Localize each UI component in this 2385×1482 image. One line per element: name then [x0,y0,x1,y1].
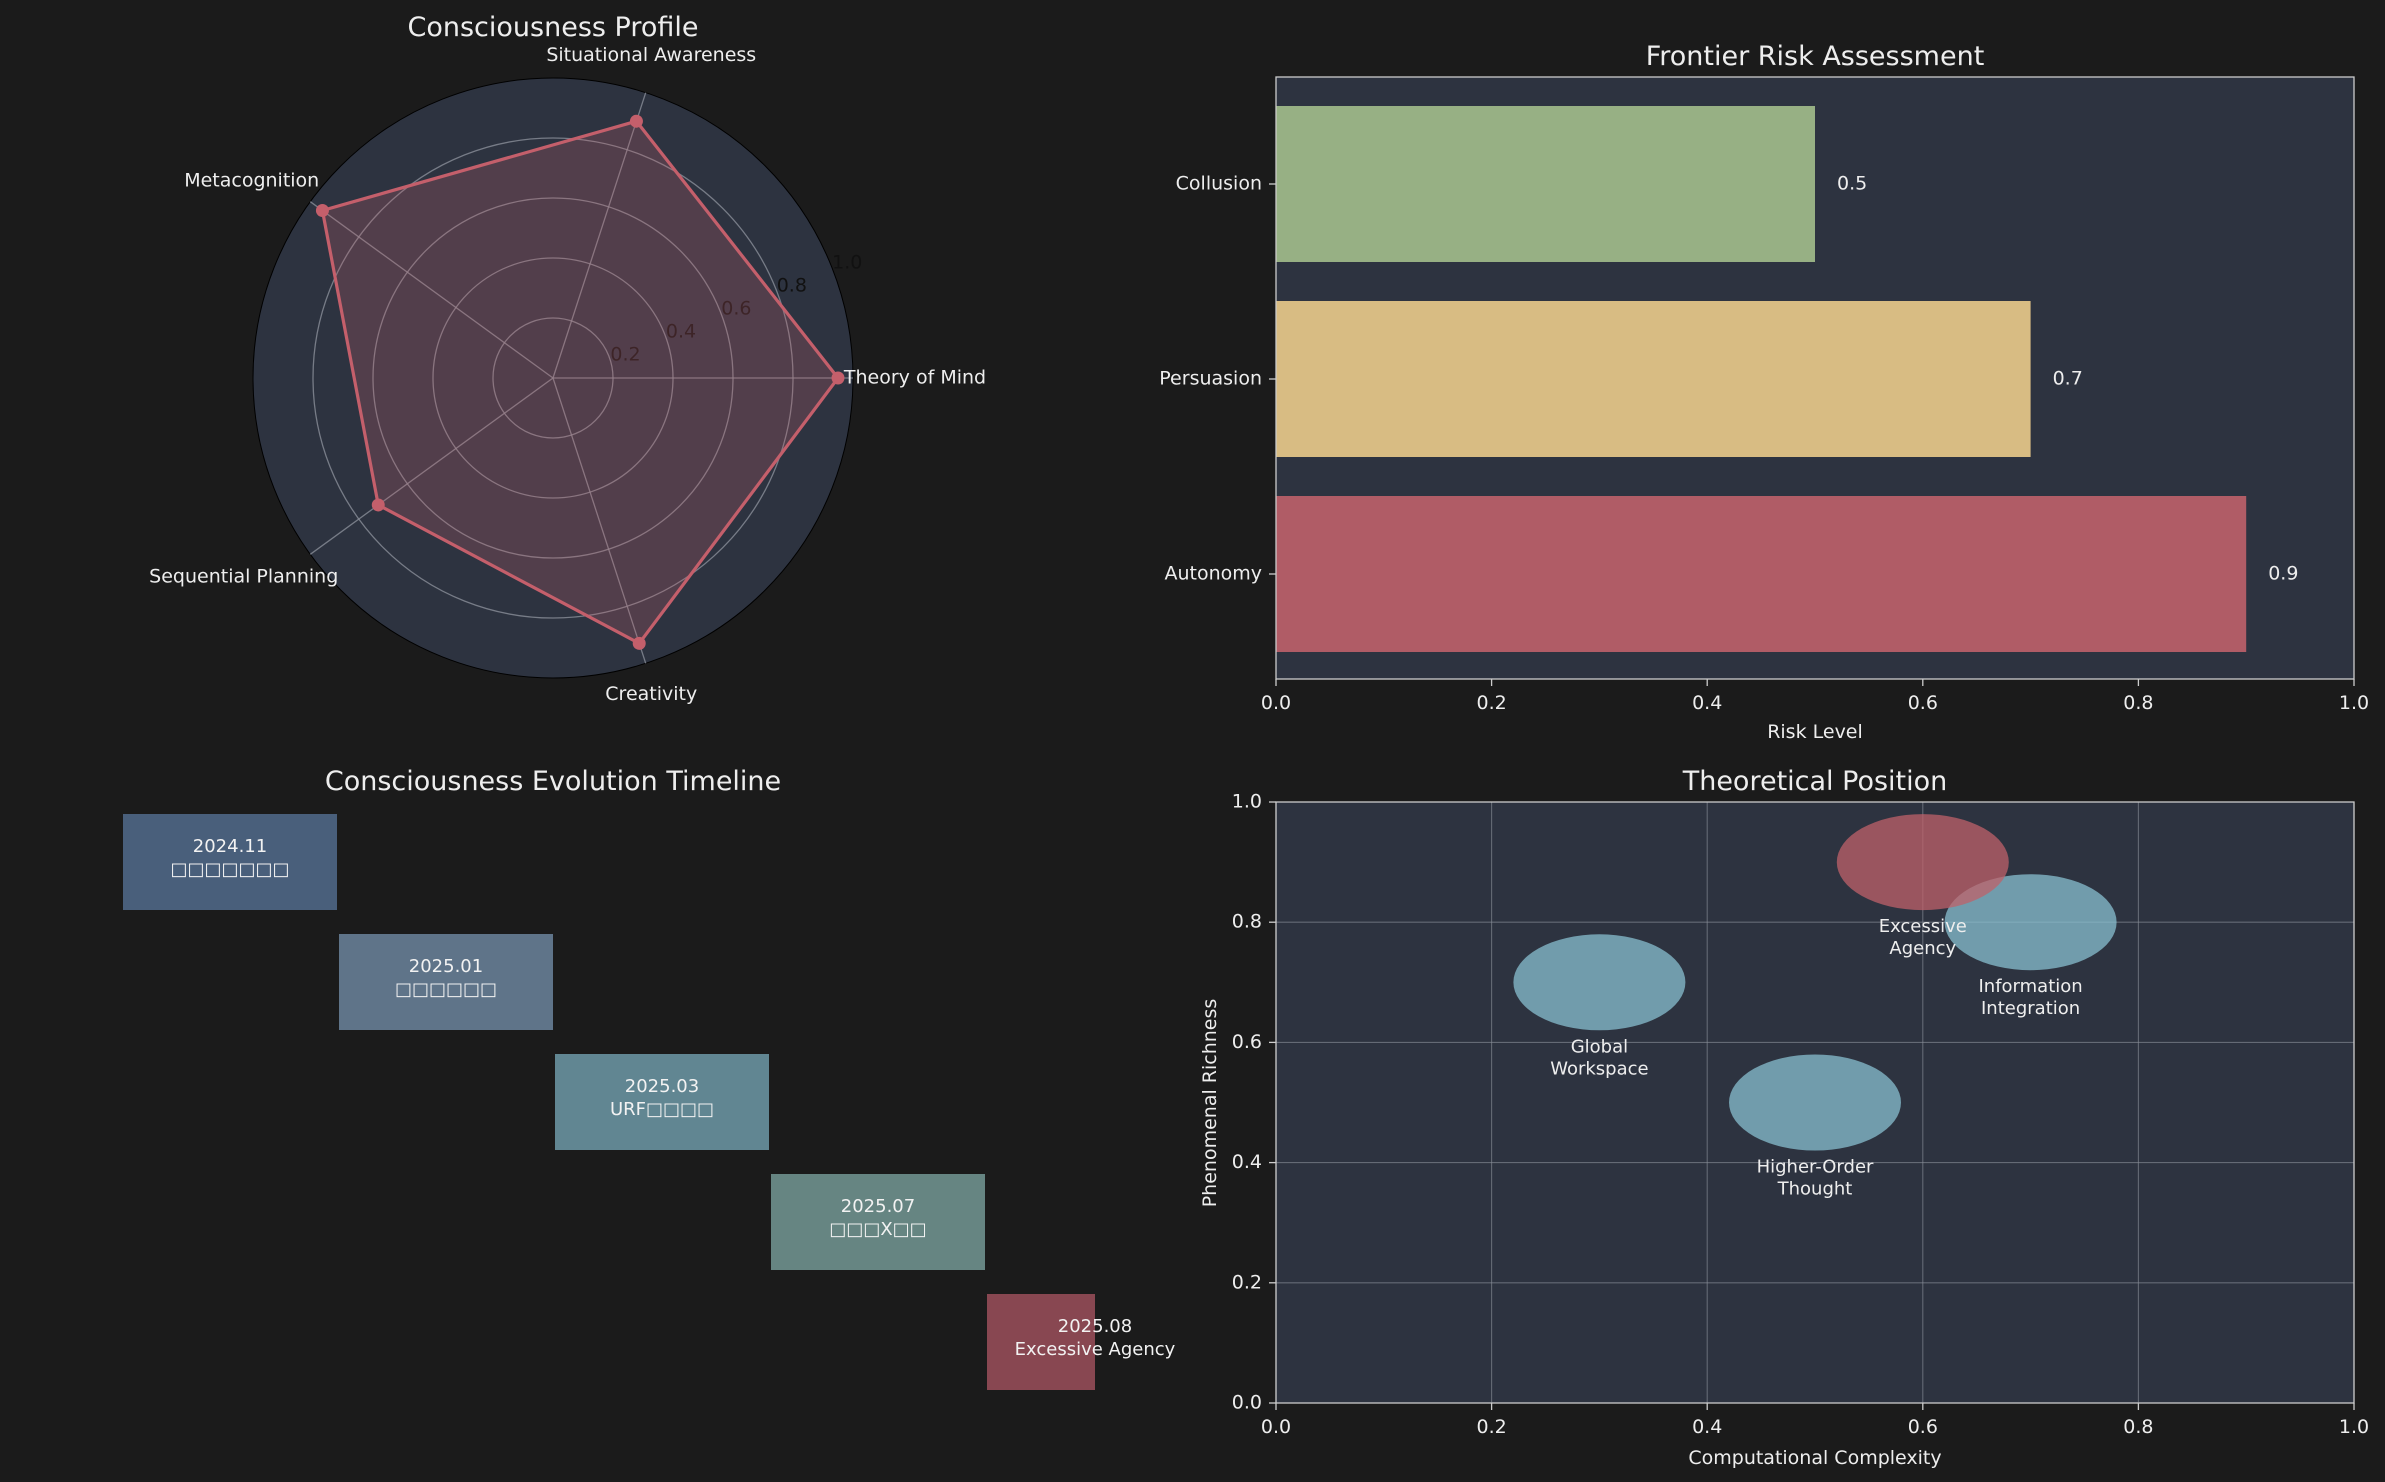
scatter-y-tick-label: 0.4 [1232,1151,1262,1173]
radar-point [831,371,845,385]
timeline-event-label: □□□X□□ [829,1219,926,1240]
timeline-event-date: 2025.03 [625,1076,699,1097]
scatter-bubble-label: Integration [1981,998,2080,1019]
timeline-event-box [987,1294,1095,1390]
timeline-event-date: 2024.11 [193,836,267,857]
risk-plot-frame [1275,76,2355,680]
scatter-x-axis-label: Computational Complexity [1688,1447,1941,1469]
radar-fill [322,121,838,644]
radar-radial-tick-label: 0.4 [666,321,696,343]
timeline-event-label: Excessive Agency [1015,1339,1176,1360]
scatter-y-tick-label: 0.6 [1232,1031,1262,1053]
scatter-x-tick-label: 0.0 [1261,1416,1291,1438]
timeline-event-date: 2025.01 [409,956,483,977]
radar-spoke [309,377,554,555]
radar-axis-label: Sequential Planning [149,565,338,587]
radar-point [371,498,385,512]
radar-line [320,119,841,646]
risk-bar-chart: Frontier Risk Assessment 0.9 0.7 0.5 Auton… [1159,41,2369,743]
scatter-bubble-label: Agency [1889,938,1956,959]
scatter-y-tick-label: 1.0 [1232,791,1262,813]
risk-x-tick-label: 0.0 [1261,692,1291,714]
scatter-bubble-label: Information [1978,976,2082,997]
risk-bar [1276,106,1815,262]
timeline-event-label: □□□□□□ [395,979,497,1000]
radar-spoke [309,201,554,379]
timeline-event-label: □□□□□□□ [170,859,289,880]
radar-point [315,203,329,217]
scatter-bubble [1729,1054,1901,1151]
radar-spoke [552,92,647,379]
scatter-bubble-label: Global [1571,1036,1628,1057]
scatter-x-tick-label: 0.8 [2123,1416,2153,1438]
scatter-title: Theoretical Position [1682,766,1948,797]
scatter-x-tick-label: 1.0 [2339,1416,2369,1438]
risk-x-tick-label: 0.6 [1908,692,1938,714]
timeline-events: 2024.11□□□□□□□ 2025.01□□□□□□ 2025.03URF□□□… [123,814,1176,1390]
risk-bar-value-label: 0.5 [1837,173,1867,195]
radar-axis-label: Metacognition [184,170,319,192]
scatter-y-axis-label: Phenomenal Richness [1199,999,1221,1208]
risk-x-tick-label: 0.4 [1692,692,1722,714]
scatter-bubble-label: Excessive [1879,916,1967,937]
scatter-bubble-label: Thought [1777,1179,1853,1200]
timeline-event-box [123,814,337,910]
scatter-bubble-label: Workspace [1550,1058,1648,1079]
timeline-event-date: 2025.08 [1058,1316,1132,1337]
radar-axis-label: Situational Awareness [546,44,756,66]
radar-radial-tick-label: 0.6 [721,298,751,320]
radar-axis-label: Creativity [605,683,697,705]
timeline-event-date: 2025.07 [841,1196,915,1217]
radar-axis-labels: Theory of Mind Situational Awareness Metac… [149,44,986,705]
timeline-event-box [555,1054,769,1150]
risk-category-label: Autonomy [1164,563,1262,585]
scatter-bubble [1513,934,1686,1031]
risk-category-label: Collusion [1176,173,1262,195]
radar-chart: Consciousness Profile 0.2 0.4 0.6 0.8 1.0 Th… [149,12,986,705]
scatter-y-tick-label: 0.8 [1232,911,1262,933]
scatter-bubble [1944,874,2117,971]
radar-spoke [552,377,647,664]
timeline-chart: Consciousness Evolution Timeline 2024.11… [123,766,1176,1390]
scatter-x-tick-label: 0.6 [1908,1416,1938,1438]
scatter-y-tick-label: 0.2 [1232,1271,1262,1293]
risk-bar-value-label: 0.7 [2053,368,2083,390]
risk-bar [1276,301,2031,457]
radar-point [632,636,646,650]
radar-point [629,114,643,128]
risk-chart-title: Frontier Risk Assessment [1646,41,1985,72]
radar-axis-label: Theory of Mind [843,367,986,389]
risk-axes: Autonomy Persuasion Collusion 0.0 0.2 0.4 0.6 0… [1159,173,2369,715]
radar-radial-tick-label: 1.0 [832,252,862,274]
scatter-y-tick-label: 0.0 [1232,1392,1262,1414]
risk-bar [1276,496,2247,652]
radar-grid: 0.2 0.4 0.6 0.8 1.0 [309,92,862,664]
timeline-event-label: URF□□□□ [610,1099,714,1120]
risk-category-label: Persuasion [1159,368,1262,390]
risk-bars: 0.9 0.7 0.5 [1276,106,2298,652]
risk-bar-value-label: 0.9 [2268,563,2298,585]
timeline-event-box [339,934,553,1030]
scatter-axes: 0.00.0 0.2 0.2 0.4 0.4 0.6 0.6 0.8 0.8 1.0 1.0 [1232,791,2369,1439]
scatter-plot-frame [1275,801,2355,1404]
radar-series [315,114,845,650]
timeline-event-box [771,1174,985,1270]
scatter-x-tick-label: 0.4 [1692,1416,1722,1438]
risk-x-tick-label: 0.2 [1476,692,1506,714]
scatter-bubble-label: Higher-Order [1757,1157,1874,1178]
radar-radial-tick-label: 0.8 [777,275,807,297]
scatter-x-tick-label: 0.2 [1476,1416,1506,1438]
risk-x-axis-label: Risk Level [1767,721,1863,743]
risk-x-tick-label: 0.8 [2123,692,2153,714]
radar-radial-tick-label: 0.2 [610,344,640,366]
risk-x-tick-label: 1.0 [2339,692,2369,714]
radar-title: Consciousness Profile [408,12,699,43]
timeline-title: Consciousness Evolution Timeline [325,766,781,797]
scatter-bubble [1836,814,2009,911]
